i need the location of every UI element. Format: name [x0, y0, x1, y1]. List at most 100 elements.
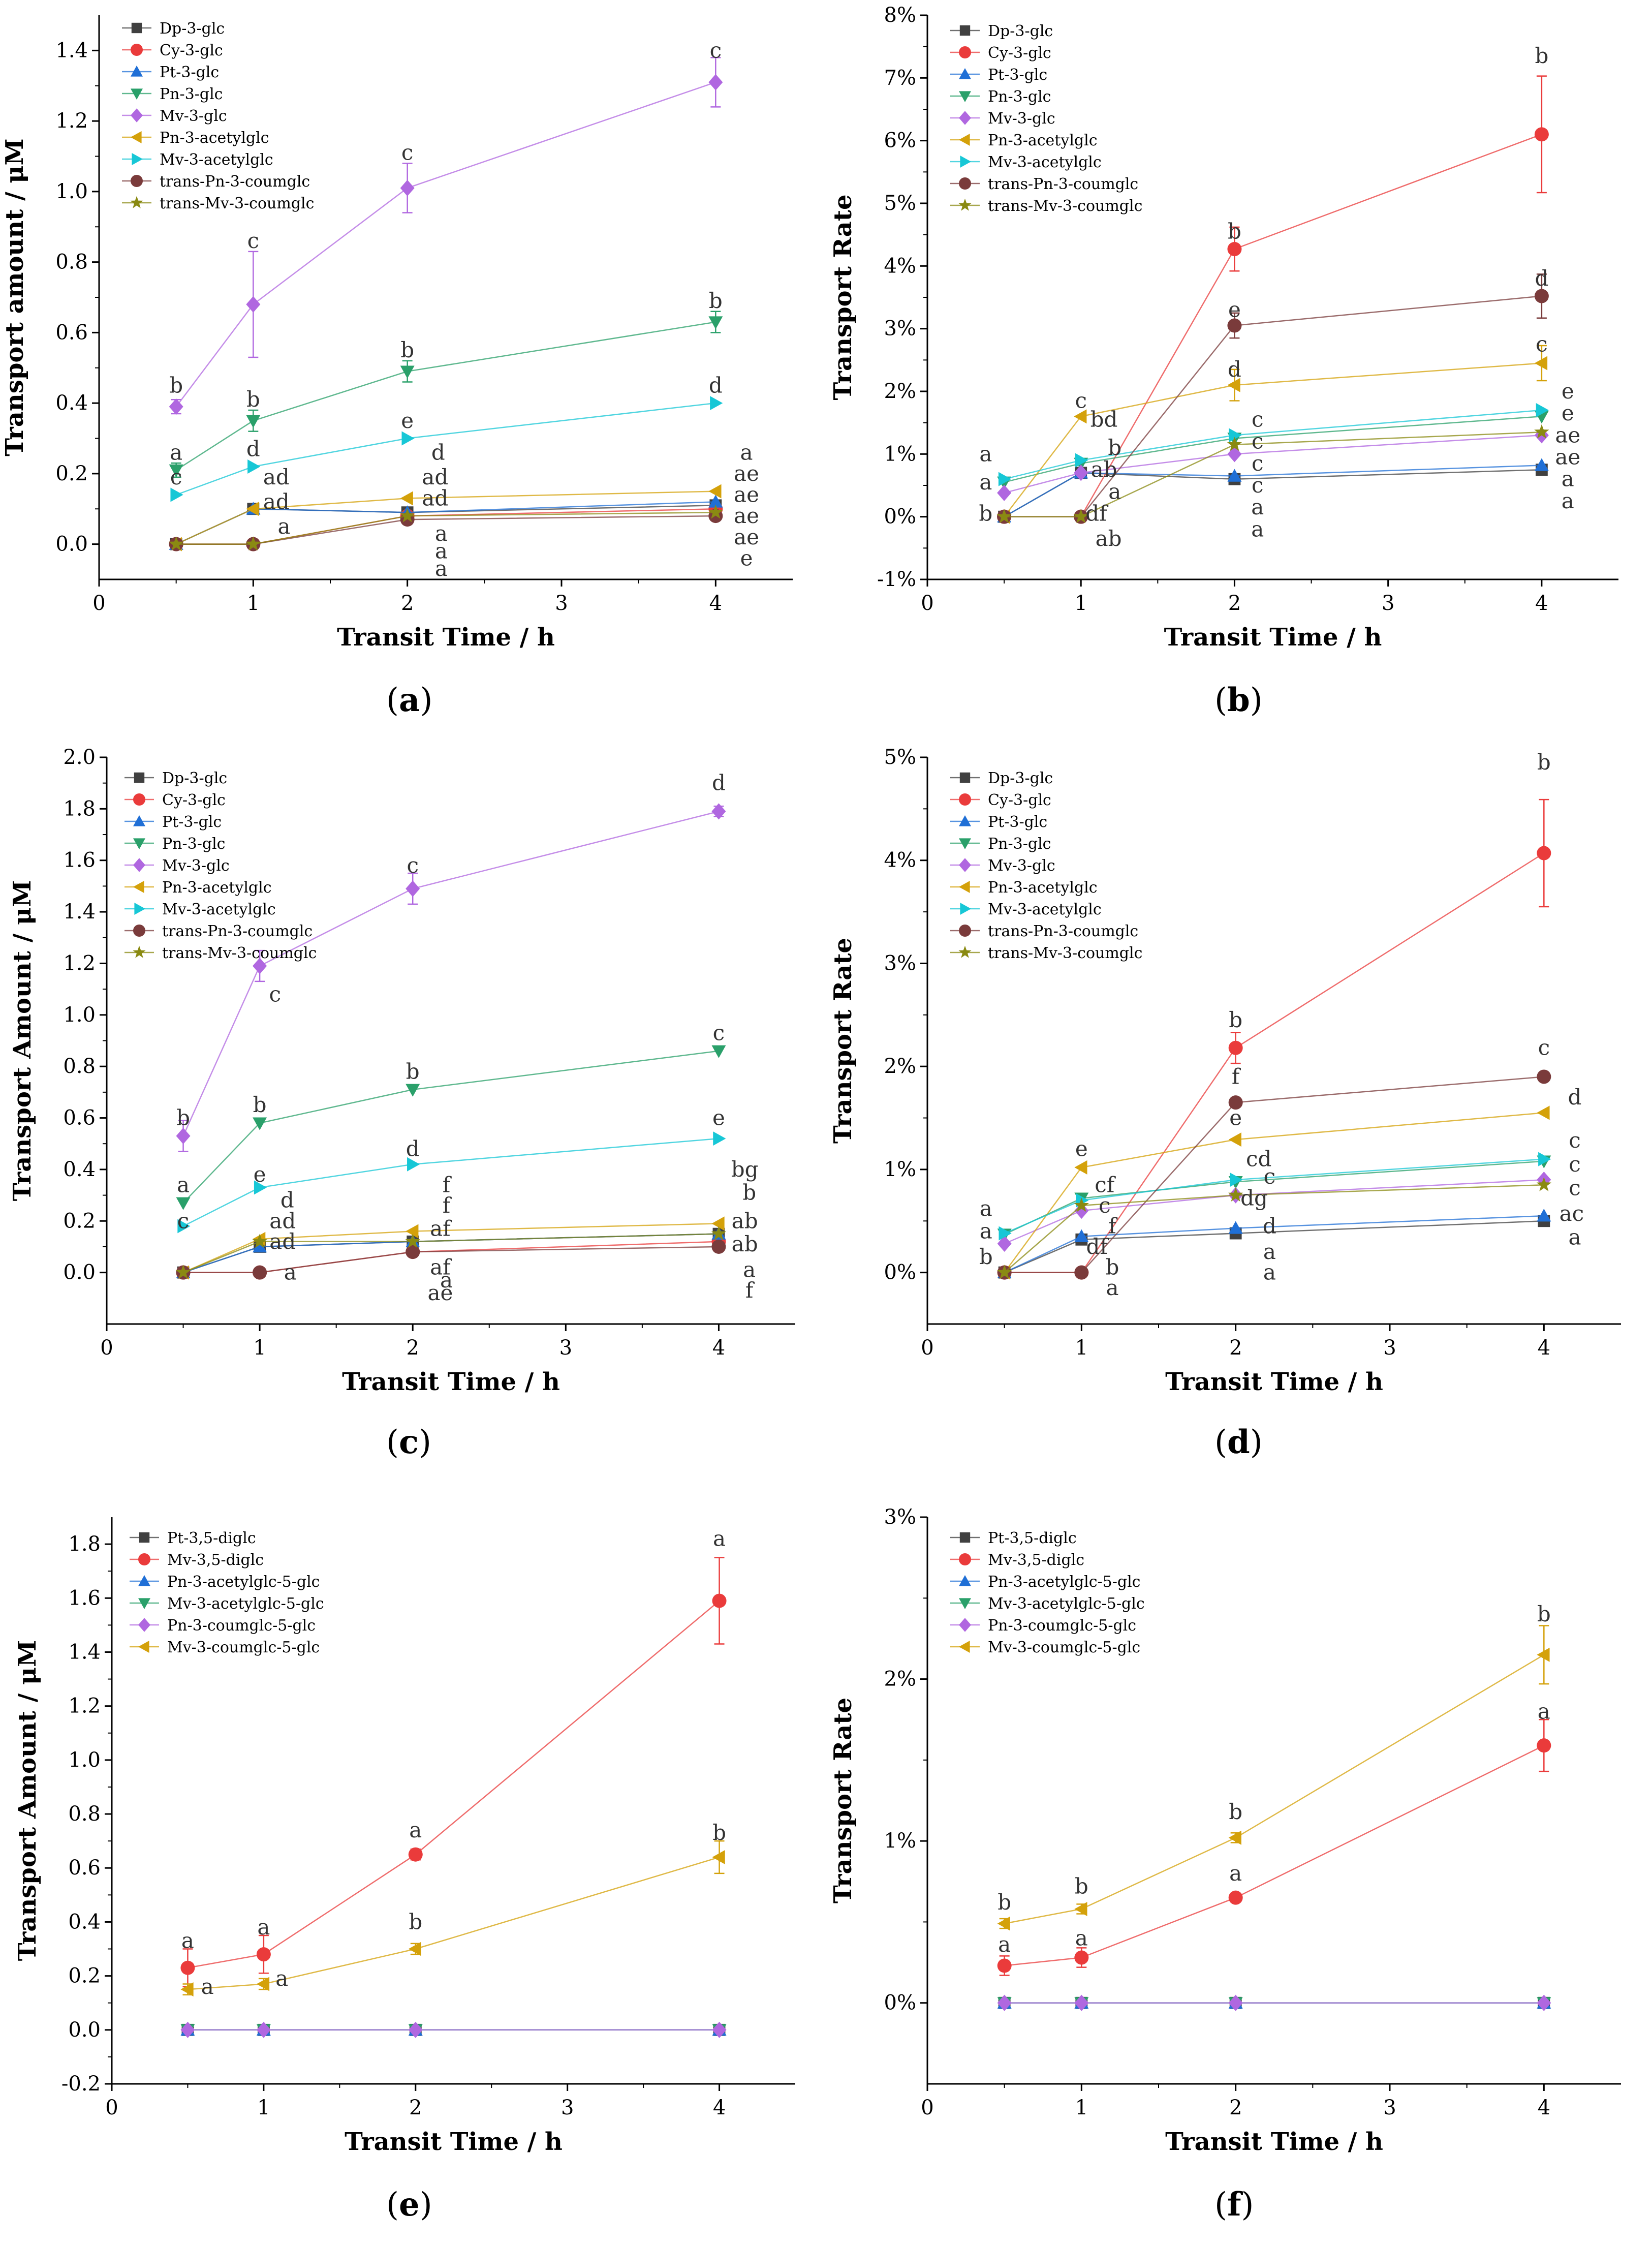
legend-label: Mv-3-coumglc-5-glc — [988, 1639, 1140, 1656]
y-tick-label: 0.4 — [55, 391, 88, 415]
series-7 — [997, 1069, 1551, 1280]
significance-letter: df — [1085, 501, 1109, 526]
significance-letter: a — [1263, 1239, 1276, 1264]
x-tick-label: 2 — [1229, 1336, 1242, 1360]
series-4 — [169, 57, 723, 415]
x-tick-label: 0 — [105, 2096, 118, 2119]
legend-label: Pn-3-coumglc-5-glc — [167, 1617, 316, 1635]
data-point — [997, 1235, 1012, 1252]
y-tick-label: 0.4 — [68, 1910, 101, 1933]
data-point — [406, 880, 420, 897]
data-point — [400, 508, 415, 522]
legend-marker — [138, 1598, 150, 1609]
series-line — [1004, 1654, 1544, 1924]
legend-label: Mv-3-glc — [988, 110, 1055, 128]
legend-label: Mv-3,5-diglc — [167, 1551, 264, 1569]
legend-label: trans-Pn-3-coumglc — [162, 922, 313, 940]
significance-letter: c — [1569, 1128, 1581, 1153]
x-tick-label: 1 — [257, 2096, 270, 2119]
y-tick-label: 3% — [884, 1505, 916, 1529]
legend-label: trans-Pn-3-coumglc — [160, 173, 310, 191]
chart-panel-b: 0 1 2 3 4 -1% 0% 1% 2% 3% 4% 5% 6% 7% 8% Transit Time /… — [826, 0, 1652, 676]
legend-label: Pn-3-acetylglc — [162, 879, 272, 897]
legend-label: trans-Pn-3-coumglc — [988, 922, 1138, 940]
data-point — [711, 1239, 726, 1254]
legend-label: trans-Pn-3-coumglc — [988, 175, 1138, 193]
significance-letter: b — [979, 1244, 993, 1269]
data-point — [177, 1219, 191, 1234]
series-5 — [997, 1625, 1550, 1931]
data-point — [406, 1224, 419, 1239]
x-tick-label: 2 — [409, 2096, 422, 2119]
significance-letter: c — [269, 981, 281, 1006]
data-point — [1537, 1209, 1551, 1222]
caption-d: (d) — [1214, 1423, 1263, 1461]
y-tick-label: 1.2 — [68, 1695, 101, 1718]
data-point — [1536, 403, 1549, 417]
caption-b: (b) — [1214, 681, 1263, 719]
data-point — [1230, 1173, 1243, 1187]
x-tick-label: 2 — [406, 1336, 419, 1360]
series-line — [1004, 416, 1542, 483]
significance-letter: c — [1099, 1193, 1111, 1218]
significance-letter: a — [409, 1818, 422, 1842]
chart-panel-e: 0 1 2 3 4 -0.2 0.0 0.2 0.4 0.6 0.8 1.0 1.2 1.4 1.6 1.8 T… — [0, 1489, 826, 2170]
significance-letter: e — [401, 408, 414, 433]
significance-letter: c — [401, 140, 414, 165]
series-line — [1004, 1220, 1544, 1273]
legend: Dp-3-glc Cy-3-glc Pt-3-glc Pn-3-glc Mv-3-glc… — [122, 20, 314, 212]
y-tick-label: 0.0 — [55, 533, 88, 556]
x-axis-label: Transit Time / h — [337, 623, 555, 652]
y-tick-label: 1.6 — [68, 1586, 101, 1610]
significance-letter: f — [1232, 1064, 1241, 1089]
legend-label: Mv-3-acetylglc-5-glc — [988, 1595, 1145, 1613]
series-8 — [996, 424, 1549, 524]
significance-letter: c — [713, 1020, 725, 1045]
caption-c-letter: c — [398, 1423, 419, 1461]
x-axis-label: Transit Time / h — [1164, 623, 1382, 652]
series-line — [182, 1050, 719, 1204]
significance-letter: ad — [269, 1208, 296, 1233]
significance-letter: a — [1562, 467, 1574, 491]
legend-marker — [131, 88, 143, 100]
significance-letter: a — [435, 556, 448, 581]
significance-letter: d — [431, 440, 445, 465]
data-point — [1228, 1994, 1243, 2011]
significance-letter: c — [1264, 1164, 1276, 1189]
significance-letter: e — [254, 1162, 266, 1187]
significance-letter: c — [1538, 1035, 1550, 1060]
x-tick-label: 4 — [1535, 592, 1548, 615]
significance-letter: b — [400, 337, 414, 362]
y-tick-label: 0.6 — [55, 321, 88, 344]
x-tick-label: 2 — [1229, 2096, 1242, 2119]
legend-marker — [134, 772, 145, 783]
legend-label: Mv-3-acetylglc — [160, 151, 273, 169]
legend: Dp-3-glc Cy-3-glc Pt-3-glc Pn-3-glc Mv-3-glc… — [124, 770, 317, 962]
y-tick-label: 6% — [884, 129, 916, 152]
legend-label: Cy-3-glc — [162, 791, 226, 809]
series-line — [175, 81, 716, 407]
legend-marker — [130, 196, 143, 208]
x-axis-label: Transit Time / h — [1165, 1368, 1383, 1396]
chart-panel-a: 0 1 2 3 4 0.0 0.2 0.4 0.6 0.8 1.0 1.2 1.4 Transit Tim… — [0, 0, 826, 676]
legend-marker — [959, 1618, 971, 1632]
x-tick-label: 3 — [1383, 2096, 1396, 2119]
significance-letter: b — [1106, 1255, 1119, 1280]
legend-marker — [958, 198, 972, 211]
data-point — [1534, 356, 1548, 371]
y-tick-label: 1.8 — [63, 797, 96, 820]
x-tick-label: 0 — [921, 592, 933, 615]
series-8 — [175, 1226, 727, 1279]
data-point — [169, 398, 183, 415]
y-tick-label: 1.4 — [63, 900, 96, 924]
data-point — [1229, 428, 1242, 443]
significance-letter: f — [443, 1172, 452, 1197]
data-point — [1228, 1830, 1241, 1845]
data-point — [1536, 1177, 1551, 1191]
data-point — [712, 1593, 727, 1608]
x-tick-label: 2 — [401, 592, 414, 615]
data-point — [712, 1850, 725, 1864]
legend-label: Mv-3-glc — [162, 857, 230, 875]
legend-marker — [131, 44, 143, 56]
data-point — [1538, 1152, 1551, 1166]
